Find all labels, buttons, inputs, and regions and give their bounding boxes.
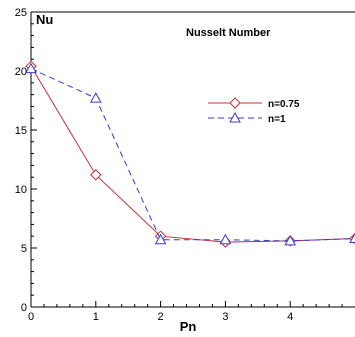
- series-layer: [25, 60, 355, 248]
- legend-marker-triangle: [229, 111, 241, 123]
- x-tick-label: 3: [222, 311, 228, 323]
- x-axis-label: Pn: [180, 319, 197, 334]
- data-point-triangle: [25, 62, 37, 74]
- x-tick-label: 4: [287, 311, 293, 323]
- x-tick-label: 0: [28, 311, 34, 323]
- series-line: [30, 66, 355, 243]
- y-tick-label: 0: [21, 302, 27, 314]
- data-point-triangle: [219, 233, 232, 245]
- data-point-triangle: [349, 232, 355, 244]
- y-axis-label: Nu: [36, 12, 53, 27]
- legend-marker-diamond: [229, 97, 241, 109]
- data-point-triangle: [154, 233, 167, 245]
- y-tick-label: 5: [21, 243, 27, 255]
- y-tick-label: 25: [15, 7, 27, 19]
- data-point-triangle: [284, 234, 297, 246]
- series-2: [25, 62, 355, 246]
- data-point-triangle: [89, 92, 102, 103]
- ticks: 0 5 10 15 20 25 0 1 2 3 4: [15, 7, 343, 323]
- data-point-diamond: [90, 169, 102, 181]
- x-tick-label: 2: [158, 311, 164, 323]
- x-tick-label: 1: [93, 311, 99, 323]
- legend: n=0.75 n=1: [208, 97, 300, 125]
- y-tick-label: 20: [15, 66, 27, 78]
- chart-title: Nusselt Number: [186, 27, 271, 39]
- y-tick-label: 10: [15, 184, 27, 196]
- y-tick-label: 15: [15, 125, 27, 137]
- legend-label: n=0.75: [268, 99, 300, 110]
- legend-label: n=1: [268, 114, 286, 125]
